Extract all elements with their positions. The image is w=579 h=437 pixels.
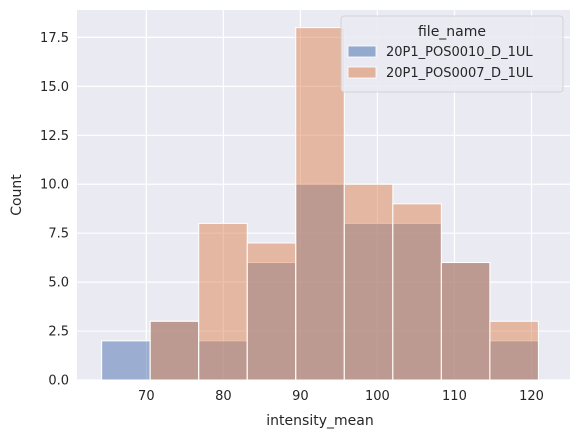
y-tick-label: 15.0 [40,80,69,95]
x-tick-label: 120 [519,389,544,404]
bar-series-1-bin-4 [295,27,345,381]
bar-series-1-bin-2 [198,222,248,381]
bar-series-0-bin-0 [101,340,151,381]
x-tick-label: 90 [292,389,309,404]
x-tick-label: 100 [365,389,390,404]
bar-series-1-bin-7 [440,262,491,381]
bar-series-1-bin-3 [246,242,297,381]
bar-series-1-bin-1 [149,320,200,381]
y-tick-label: 17.5 [40,31,69,46]
y-tick-label: 10.0 [40,178,69,193]
legend-swatch-1 [347,66,377,79]
x-tick-labels: 70 80 90 100 110 120 [138,389,544,404]
bar-series-1-bin-8 [489,320,539,381]
y-axis-label: Count [9,174,25,216]
legend-box [340,15,564,93]
legend-title: file_name [418,24,486,40]
legend-entry-0: 20P1_POS0010_D_1UL [386,45,533,60]
x-axis-label: intensity_mean [266,413,373,429]
bar-series-1-bin-6 [392,203,442,381]
y-tick-label: 2.5 [48,325,69,340]
y-tick-label: 7.5 [48,227,69,242]
x-tick-label: 70 [138,389,155,404]
legend: file_name 20P1_POS0010_D_1UL 20P1_POS0007_… [340,15,564,93]
y-tick-labels: 0.0 2.5 5.0 7.5 10.0 12.5 15.0 17.5 [40,31,69,389]
y-tick-label: 12.5 [40,129,69,144]
bar-series-1-bin-5 [343,183,394,381]
x-tick-label: 80 [215,389,232,404]
y-tick-label: 5.0 [48,276,69,291]
x-tick-label: 110 [442,389,467,404]
legend-entry-1: 20P1_POS0007_D_1UL [386,66,533,81]
histogram-bars [101,27,539,381]
y-tick-label: 0.0 [48,374,69,389]
legend-swatch-0 [347,45,377,58]
